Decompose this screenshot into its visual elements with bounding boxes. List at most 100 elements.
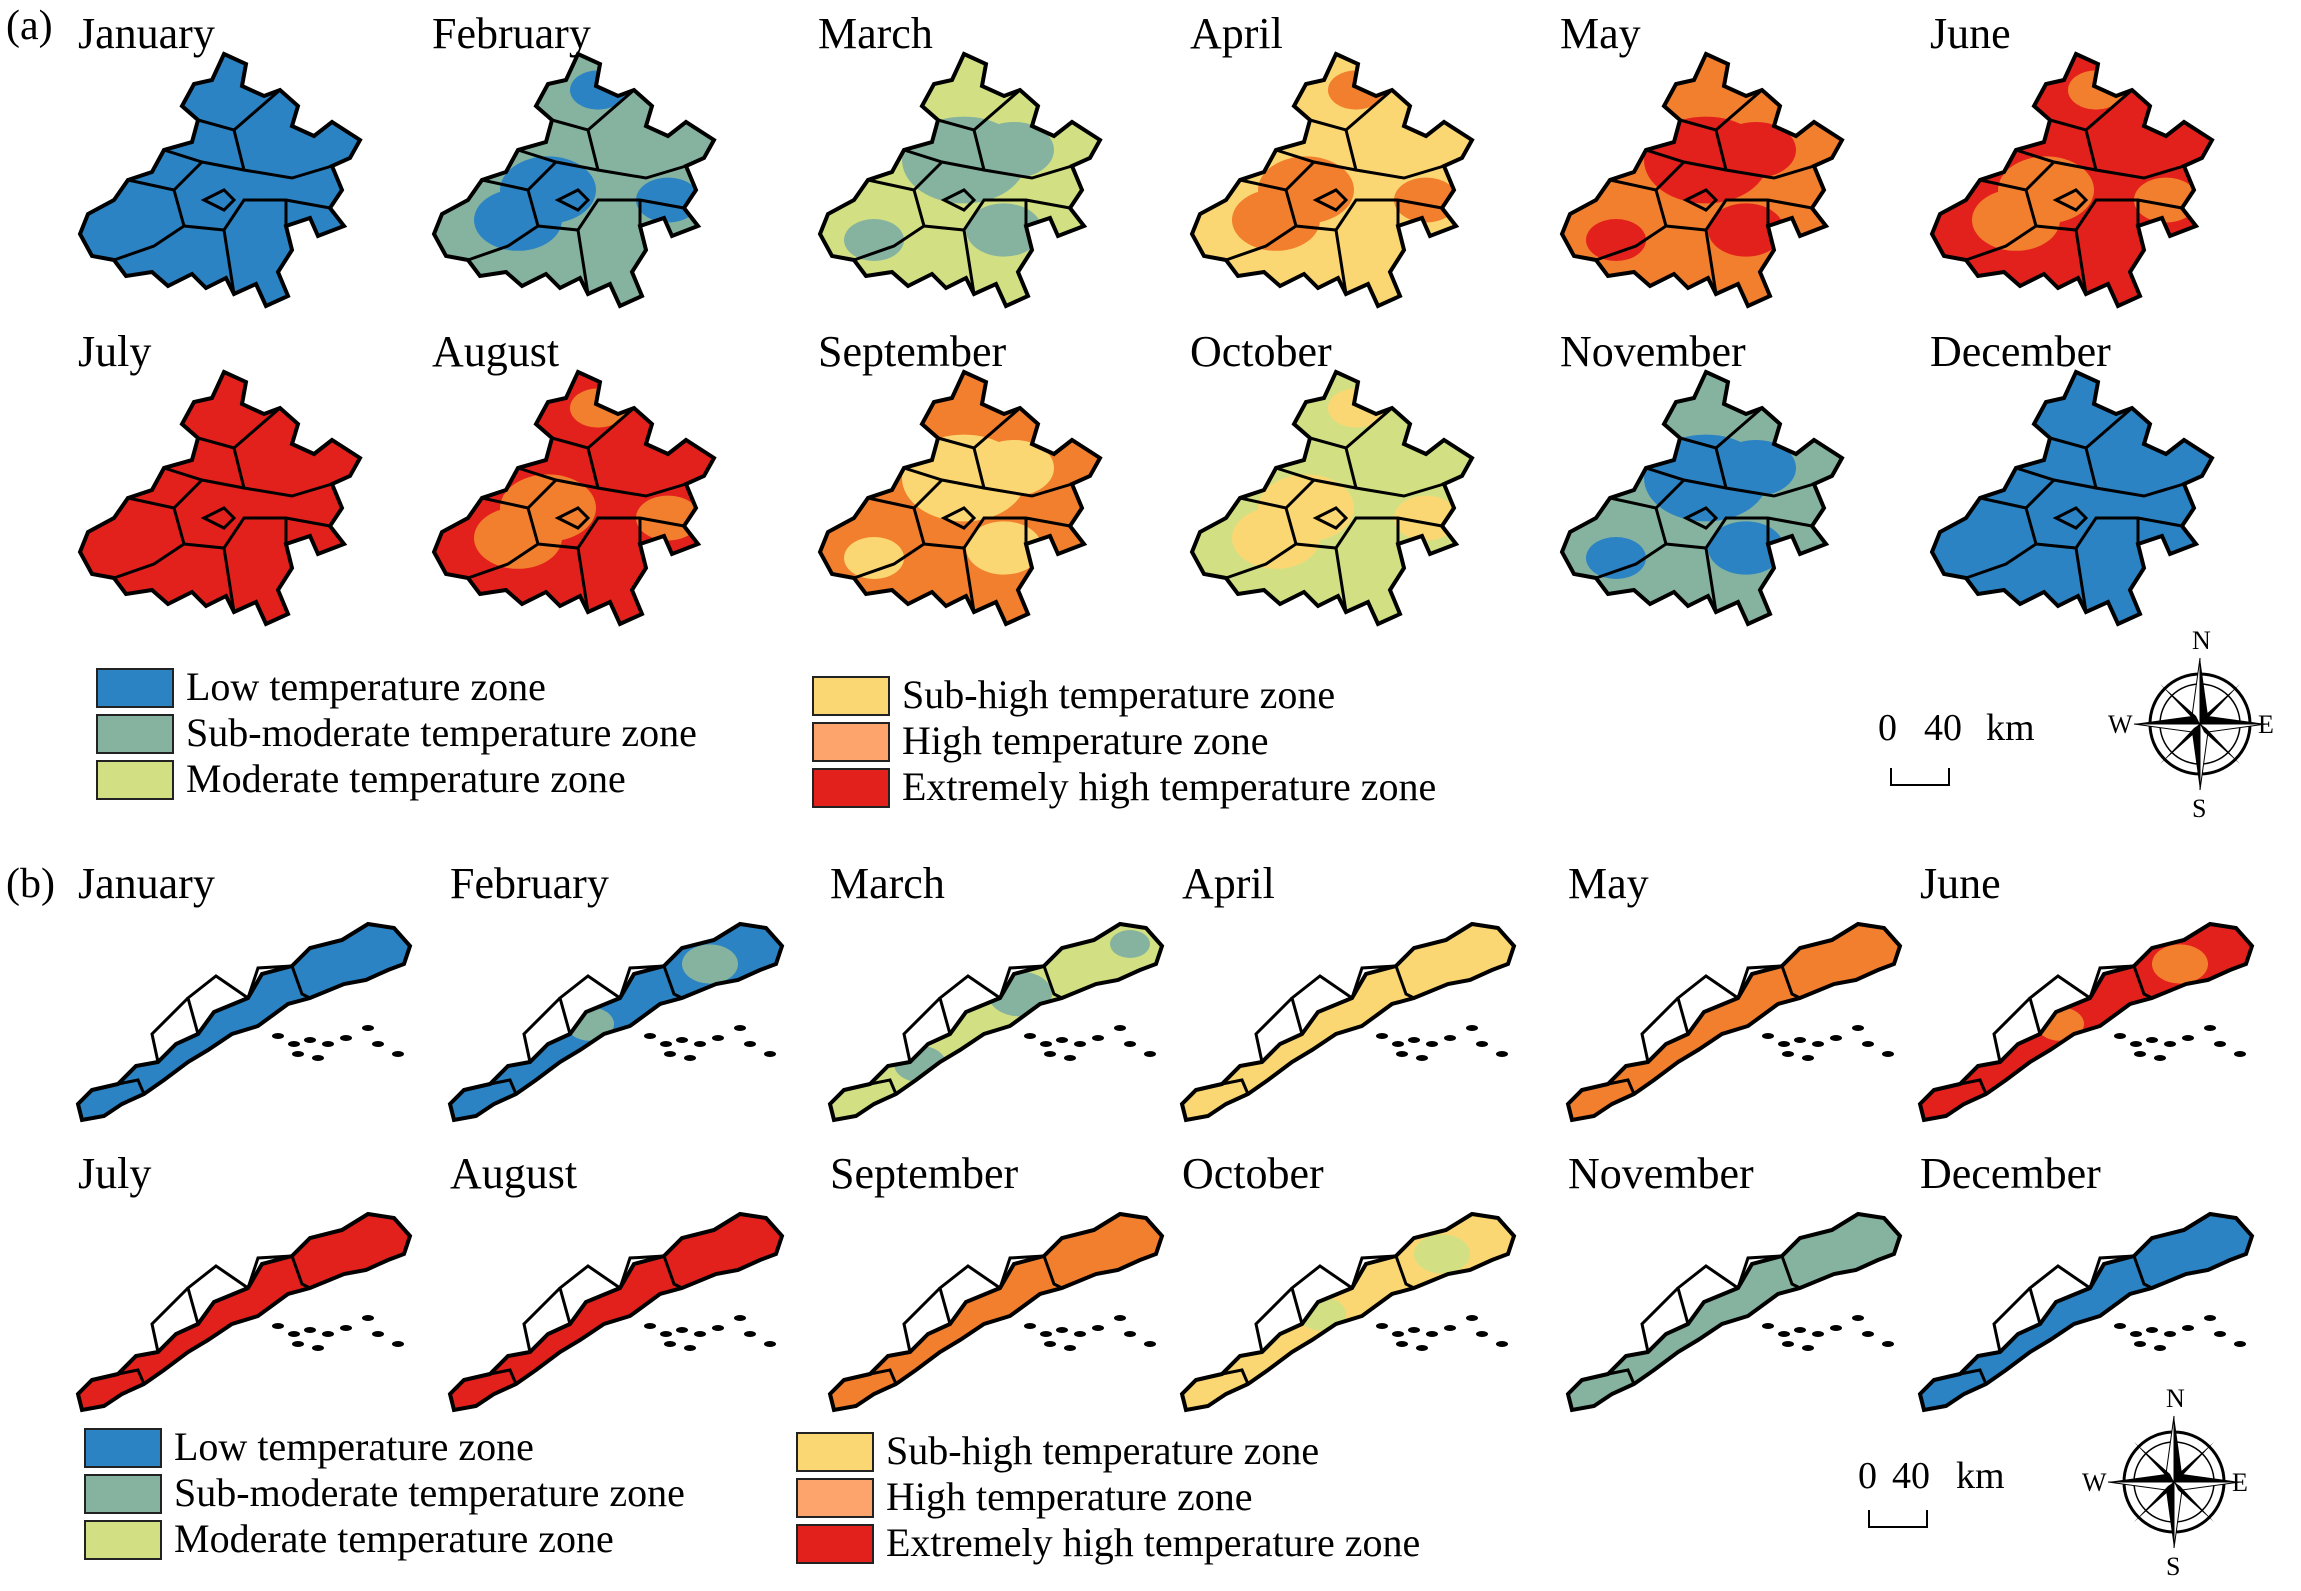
island [1830,1035,1842,1041]
island [734,1315,746,1321]
island [1882,1051,1894,1057]
island [684,1345,696,1351]
region-fill [830,924,1162,1120]
zone-patch [974,440,1054,496]
month-title: December [1920,1149,2101,1198]
island [1124,1041,1136,1047]
island [322,1041,334,1047]
zone-patches [1232,388,1458,569]
district-boundary [586,129,687,180]
region-outline [1565,1211,1903,1413]
region-map [1559,369,1845,627]
region-map [77,369,363,627]
district-boundary [183,516,331,550]
region-outline [1917,921,2255,1123]
island [304,1327,316,1333]
district-boundary [940,506,977,530]
island [1396,1051,1408,1057]
district-boundary [558,1264,621,1325]
island [1466,1315,1478,1321]
zone-patches [104,116,314,261]
scale-unit: km [1956,1455,2005,1497]
legend-swatch [812,722,890,762]
district-boundary [2084,129,2185,180]
island [1056,1327,1068,1333]
district-boundary [1645,148,1727,172]
island [1392,1331,1404,1337]
region-outline [77,369,363,627]
district-boundary [1334,229,1348,295]
district-boundary [1344,447,1445,498]
zone-patch [1414,944,1470,984]
district-boundary [2052,188,2089,212]
month-title: October [1190,327,1332,376]
zone-patch [1110,930,1150,958]
region-map [1929,51,2215,309]
island [1476,1041,1488,1047]
island [764,1341,776,1347]
island [1376,1323,1388,1329]
panel-label: (b) [6,861,55,907]
island [1782,1341,1794,1347]
island [1124,1331,1136,1337]
district-boundary [1312,188,1349,212]
legend-swatch [96,714,174,754]
island [1044,1051,1056,1057]
island [1114,1315,1126,1321]
month-title: July [78,1149,152,1198]
zone-patch [844,219,904,261]
district-boundary [1350,964,1397,999]
island [340,1035,352,1041]
north-arrow: N S W E [2082,1382,2248,1582]
month-title: December [1930,327,2111,376]
zone-patch [682,1234,738,1274]
district-boundary [1682,188,1719,212]
island [1830,1325,1842,1331]
island [1852,1315,1864,1321]
legend-label: Moderate temperature zone [174,1516,614,1561]
district-boundary [1290,974,1353,1035]
scale-zero: 0 [1858,1455,1877,1497]
region-outline [1559,51,1845,309]
island [1396,1341,1408,1347]
island [2214,1331,2226,1337]
month-title: July [78,327,152,376]
island [1496,1051,1508,1057]
island [1144,1051,1156,1057]
island [712,1035,724,1041]
legend-label: Sub-high temperature zone [902,672,1336,717]
zone-patch [1716,122,1796,178]
island [744,1041,756,1047]
region-map [1917,1211,2255,1413]
island [372,1331,384,1337]
month-title: February [450,859,609,908]
zone-patch [104,537,164,579]
district-boundary [903,148,985,172]
district-boundary [522,1286,562,1353]
island [660,1041,672,1047]
month-title: September [830,1149,1019,1198]
legend-label: Extremely high temperature zone [886,1520,1421,1565]
island [2204,1025,2216,1031]
island [1762,1033,1774,1039]
district-boundary [467,507,540,580]
island [1794,1327,1806,1333]
island [1044,1341,1056,1347]
legend-label: Low temperature zone [174,1424,534,1469]
island [1114,1025,1126,1031]
zone-patch [358,1220,398,1248]
island [664,1051,676,1057]
scale-zero: 0 [1878,707,1897,749]
district-boundary [923,198,1071,232]
district-boundary [163,466,245,490]
district-boundary [554,506,591,530]
island [1812,1331,1824,1337]
zone-patch [1110,1220,1150,1248]
district-boundary [2074,229,2088,295]
island [1802,1055,1814,1061]
island [712,1325,724,1331]
region-map [827,921,1165,1123]
island [1024,1033,1036,1039]
island [2130,1041,2142,1047]
island [1802,1345,1814,1351]
